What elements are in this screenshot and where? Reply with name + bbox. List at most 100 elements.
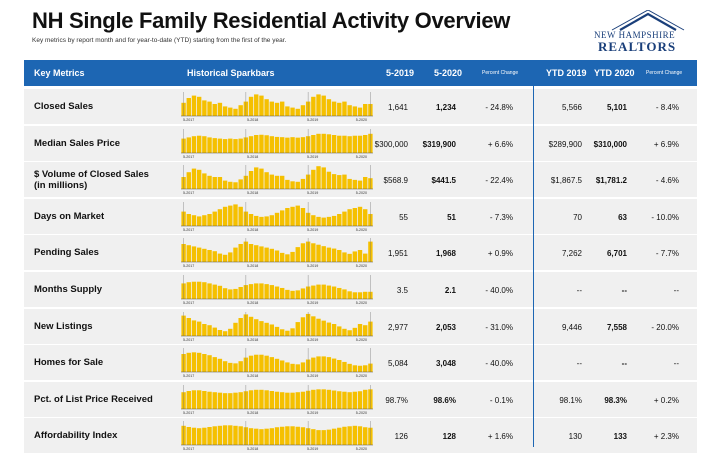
spark-bar: [300, 179, 306, 190]
spark-bar: [248, 244, 254, 263]
spark-bar: [347, 208, 352, 226]
spark-bar: [254, 318, 259, 336]
spark-bar: [191, 319, 197, 336]
spark-bar: [191, 352, 197, 373]
spark-bar: [337, 325, 342, 336]
spark-axis-label: 5-2018: [247, 228, 258, 232]
table-row: Pct. of List Price Received 5-2017 5-2018 5…: [24, 381, 697, 417]
value-ytd-2019: --: [576, 286, 582, 295]
spark-bar: [300, 243, 306, 263]
spark-axis-label: 5-2019: [307, 411, 318, 415]
metric-label-line: $ Volume of Closed Sales: [34, 169, 149, 181]
spark-bar: [279, 287, 285, 299]
spark-bar: [222, 361, 228, 373]
metric-label-line: Months Supply: [34, 284, 103, 295]
spark-bar: [207, 427, 212, 446]
value-ytd-2020: 133: [613, 432, 627, 442]
spark-bar: [269, 174, 275, 190]
spark-bar: [238, 179, 243, 190]
spark-bar: [254, 429, 259, 446]
spark-bar: [254, 354, 259, 373]
spark-bar: [279, 253, 285, 263]
spark-bar: [264, 172, 269, 190]
spark-bar: [352, 391, 358, 409]
spark-bar: [337, 391, 342, 409]
spark-bar: [311, 134, 316, 153]
metric-label-line: Homes for Sale: [34, 357, 104, 369]
spark-bar: [274, 326, 280, 336]
spark-bar: [191, 168, 197, 190]
spark-bar: [233, 363, 238, 373]
spark-bar: [202, 428, 207, 446]
spark-bar: [202, 323, 207, 336]
spark-bar: [295, 364, 300, 373]
spark-bar: [233, 392, 238, 409]
spark-bar: [331, 101, 337, 116]
spark-bar: [295, 391, 300, 409]
spark-bar: [196, 281, 202, 299]
spark-bar: [274, 136, 280, 153]
spark-bar: [311, 357, 316, 373]
table-row: Closed Sales 5-2017 5-2018 5-2019 5-2020 1,64…: [24, 89, 697, 124]
spark-axis-label: 5-2019: [307, 301, 318, 305]
spark-bar: [238, 361, 243, 373]
spark-bar: [191, 135, 197, 153]
value-ytd-2020: --: [621, 286, 627, 295]
spark-bar: [321, 95, 326, 116]
sparkbar-chart: 5-2017 5-2018 5-2019 5-2020: [181, 384, 373, 415]
header-month-2019: 5-2019: [386, 68, 415, 78]
spark-bar: [285, 137, 290, 153]
value-ytd-2019: 98.1%: [559, 395, 582, 405]
sparkbar-chart: 5-2017 5-2018 5-2019 5-2020: [181, 201, 373, 232]
spark-bar: [259, 216, 264, 226]
value-month-2019: 1,641: [387, 103, 408, 112]
spark-bar: [285, 289, 290, 299]
spark-bar: [300, 288, 306, 299]
value-ytd-2019: 5,566: [561, 103, 582, 112]
spark-bar: [259, 354, 264, 373]
value-month-2019: 2,977: [387, 322, 408, 332]
value-ytd-percent-change: + 6.9%: [653, 139, 679, 149]
spark-bar: [274, 102, 280, 116]
spark-bar: [186, 352, 191, 373]
spark-axis-label: 5-2019: [307, 118, 318, 122]
spark-bar: [202, 135, 207, 153]
spark-bar: [311, 285, 316, 299]
spark-axis-label: 5-2020: [356, 411, 367, 415]
spark-bar: [290, 426, 295, 446]
value-percent-change: - 7.3%: [489, 212, 513, 222]
spark-bar: [269, 428, 275, 446]
spark-bar: [217, 329, 223, 336]
spark-bar: [347, 329, 352, 336]
spark-bar: [347, 179, 352, 190]
spark-bar: [217, 358, 223, 373]
spark-bar: [274, 175, 280, 190]
spark-bar: [222, 392, 228, 409]
sparkbar-chart: 5-2017 5-2018 5-2019 5-2020: [181, 128, 373, 159]
spark-bar: [342, 289, 347, 299]
spark-bar: [196, 352, 202, 373]
spark-axis-label: 5-2017: [183, 264, 194, 268]
spark-bar: [295, 137, 300, 153]
spark-bar: [228, 252, 233, 263]
spark-bar: [331, 215, 337, 226]
spark-bar: [233, 182, 238, 190]
spark-bar: [212, 137, 217, 153]
spark-bar: [274, 391, 280, 409]
spark-axis-label: 5-2020: [356, 118, 367, 122]
value-percent-change: - 31.0%: [485, 322, 513, 332]
spark-bar: [311, 96, 316, 116]
spark-bar: [352, 135, 358, 153]
value-ytd-percent-change: - 8.4%: [655, 103, 679, 112]
spark-axis-label: 5-2018: [247, 411, 258, 415]
spark-bar: [363, 427, 368, 446]
spark-bar: [217, 392, 223, 409]
spark-bar: [357, 292, 363, 299]
spark-bar: [259, 283, 264, 299]
spark-bar: [269, 249, 275, 263]
header-month-2020: 5-2020: [434, 68, 463, 78]
spark-axis-label: 5-2018: [247, 155, 258, 159]
spark-bar: [228, 392, 233, 409]
spark-bar: [269, 357, 275, 373]
metric-label-line: (in millions): [34, 180, 88, 192]
